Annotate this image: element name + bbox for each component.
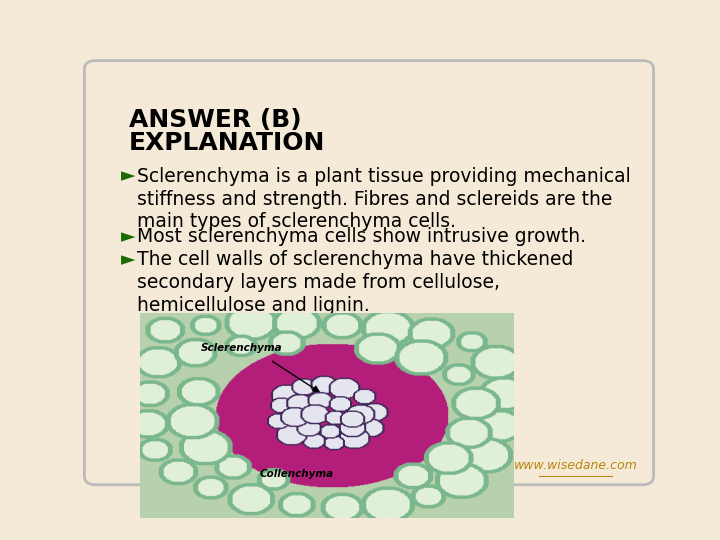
Text: main types of sclerenchyma cells.: main types of sclerenchyma cells. — [138, 212, 456, 232]
Text: secondary layers made from cellulose,: secondary layers made from cellulose, — [138, 273, 500, 292]
Text: ►: ► — [121, 250, 135, 269]
Text: ►: ► — [121, 167, 135, 186]
Text: Most sclerenchyma cells show intrusive growth.: Most sclerenchyma cells show intrusive g… — [138, 227, 586, 246]
Text: Sclerenchyma: Sclerenchyma — [201, 343, 283, 353]
Text: hemicellulose and lignin.: hemicellulose and lignin. — [138, 295, 370, 315]
Text: ANSWER (B): ANSWER (B) — [129, 109, 302, 132]
Text: www.wisedane.com: www.wisedane.com — [513, 460, 637, 472]
Text: ►: ► — [121, 227, 135, 246]
FancyBboxPatch shape — [84, 60, 654, 485]
Text: Collenchyma: Collenchyma — [260, 469, 334, 480]
Text: The cell walls of sclerenchyma have thickened: The cell walls of sclerenchyma have thic… — [138, 250, 574, 269]
Text: EXPLANATION: EXPLANATION — [129, 131, 325, 156]
Text: Sclerenchyma is a plant tissue providing mechanical: Sclerenchyma is a plant tissue providing… — [138, 167, 631, 186]
Text: stiffness and strength. Fibres and sclereids are the: stiffness and strength. Fibres and scler… — [138, 190, 613, 208]
